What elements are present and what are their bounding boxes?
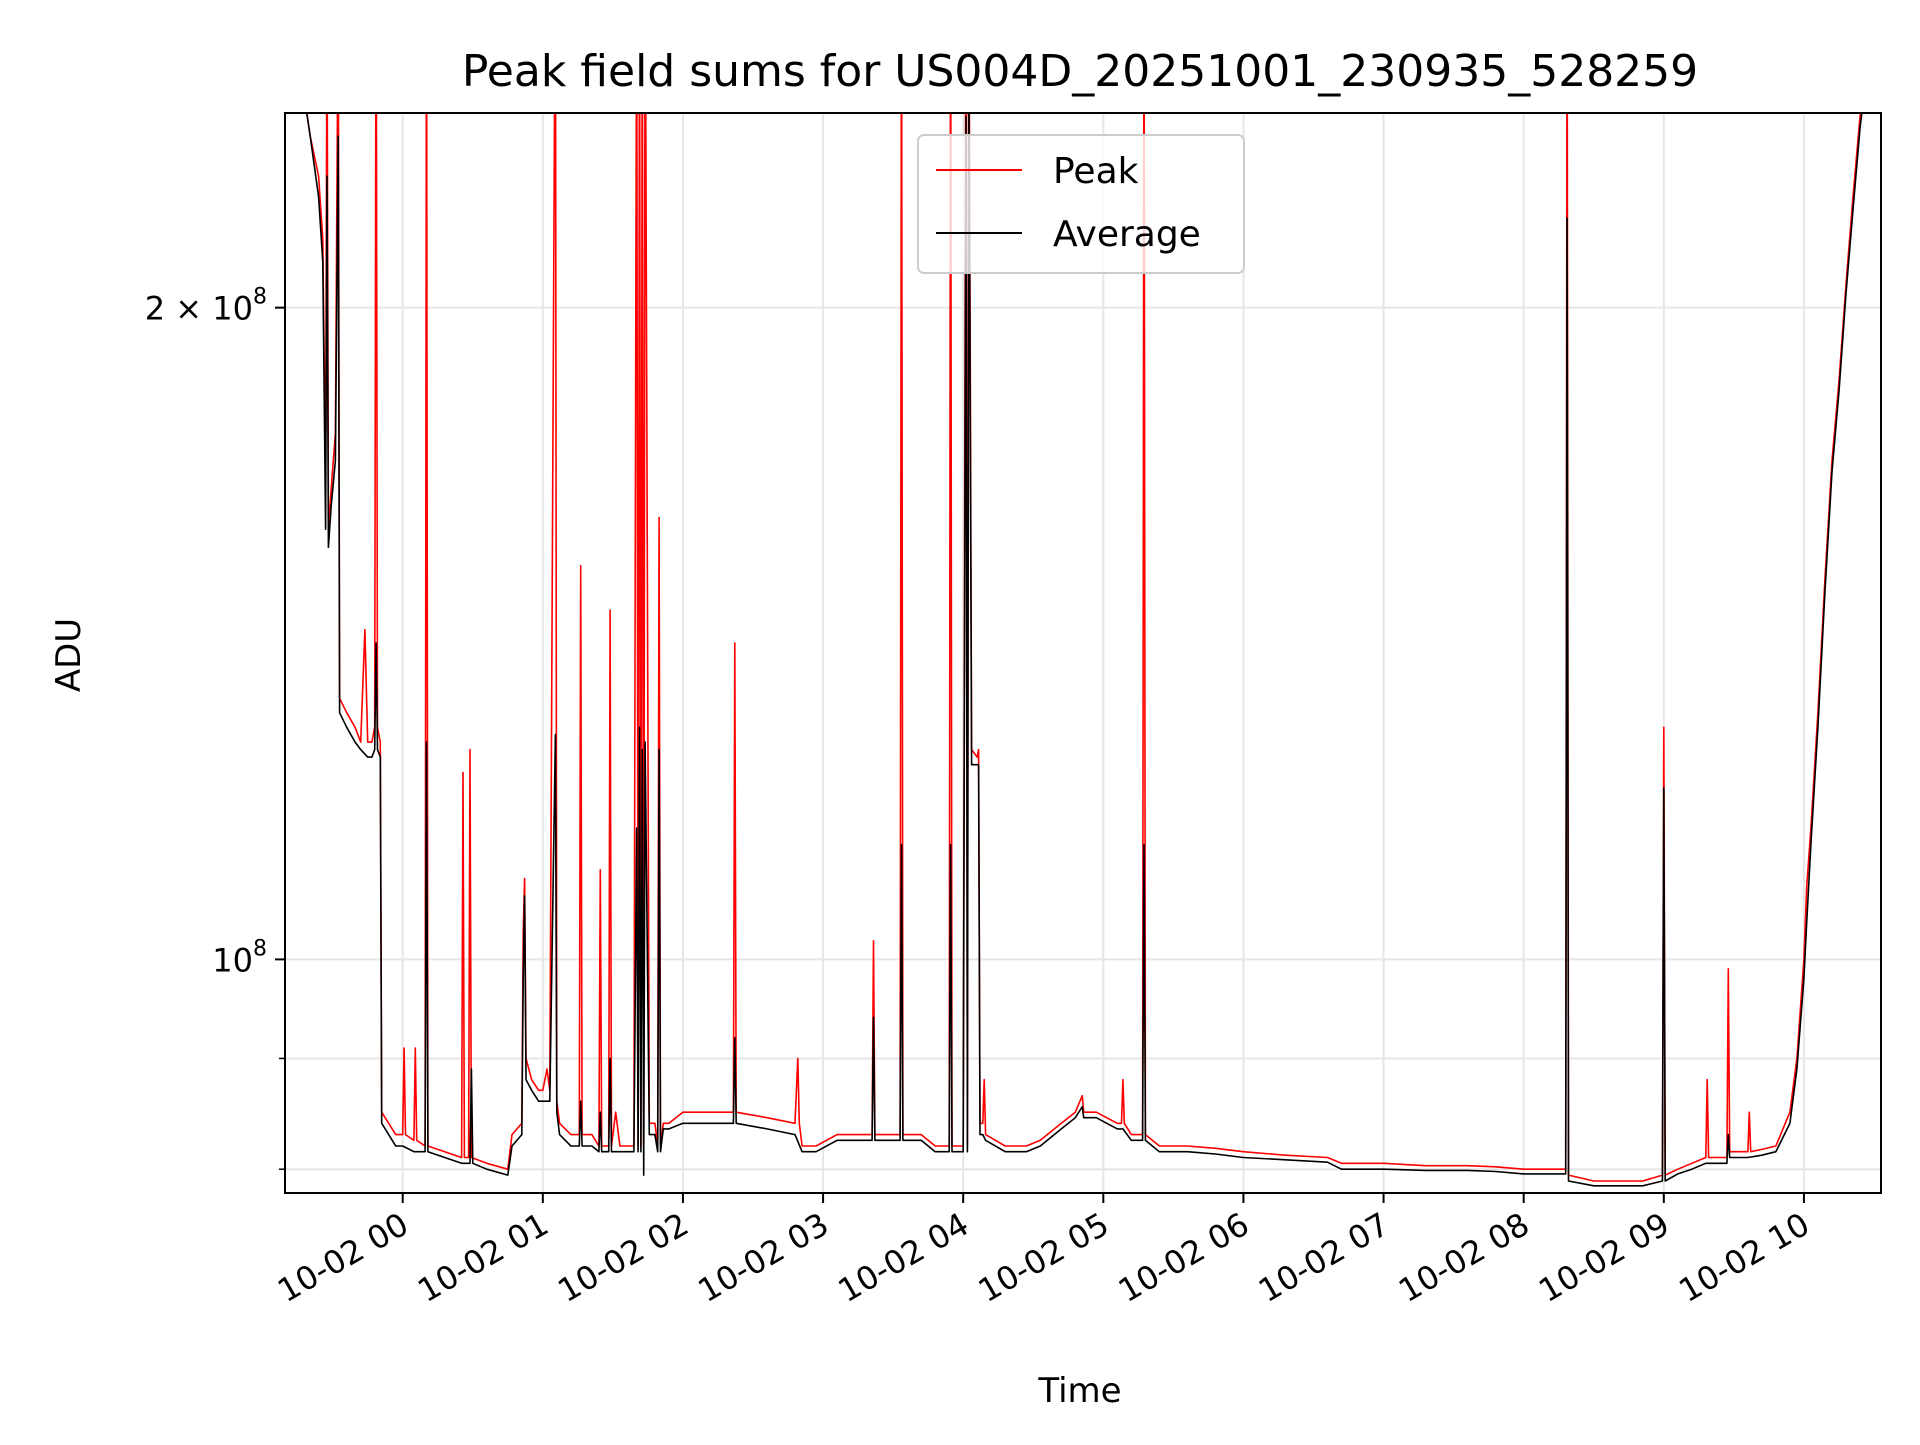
legend: Peak Average bbox=[917, 134, 1245, 274]
y-tick-label: 2 × 108 bbox=[145, 285, 267, 328]
chart-title: Peak field sums for US004D_20251001_2309… bbox=[462, 46, 1698, 97]
plot-area bbox=[305, 113, 1863, 1187]
plot-frame bbox=[284, 112, 1882, 1194]
series-line-average bbox=[305, 113, 1863, 1187]
y-axis: 108 2 × 108 bbox=[145, 285, 285, 1170]
legend-label-average: Average bbox=[1053, 214, 1201, 255]
y-axis-label: ADU bbox=[49, 618, 89, 692]
y-tick-label: 108 bbox=[212, 936, 267, 979]
legend-label-peak: Peak bbox=[1053, 151, 1139, 192]
series-layer bbox=[305, 113, 1863, 1187]
x-axis-label: Time bbox=[1037, 1371, 1121, 1411]
